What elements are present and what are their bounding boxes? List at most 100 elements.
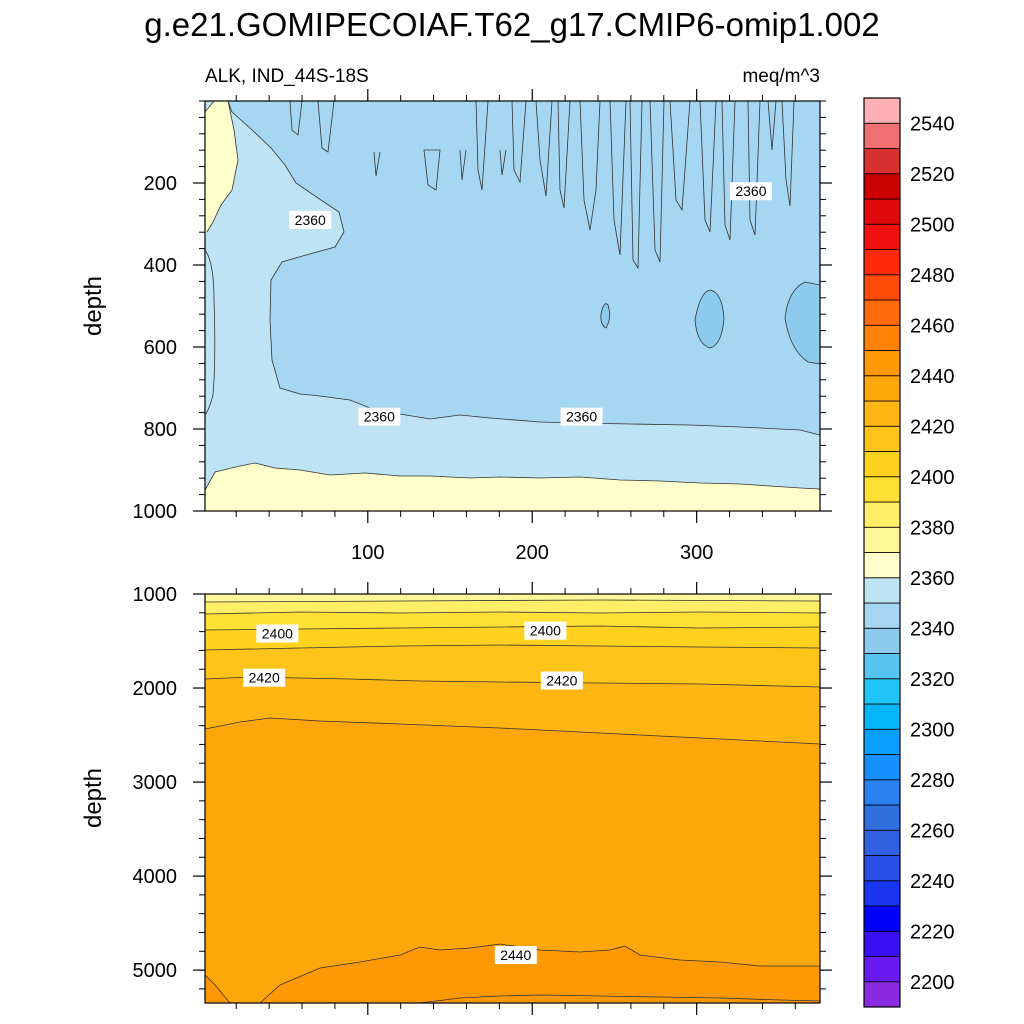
colorbar-bin [863, 930, 901, 957]
contour-label-text: 2360 [295, 212, 326, 228]
top-fill-2350 [228, 101, 820, 435]
contour-label: 2360 [729, 182, 772, 201]
colorbar-bin [863, 223, 901, 250]
colorbar-bin [863, 905, 901, 932]
units-label: meq/m^3 [742, 66, 820, 87]
colorbar-tick-label: 2360 [910, 568, 955, 590]
top-fill-2340-b [785, 282, 820, 364]
contour-label: 2440 [494, 946, 537, 965]
contour-label: 2400 [524, 621, 567, 640]
colorbar-tick-label: 2520 [910, 164, 955, 186]
colorbar-bin [863, 552, 901, 579]
colorbar-tick-label: 2500 [910, 214, 955, 236]
colorbar-bin [863, 476, 901, 503]
chart-title: g.e21.GOMIPECOIAF.T62_g17.CMIP6-omip1.00… [144, 6, 880, 43]
top-contour-lines [204, 100, 821, 491]
y-tick-label: 1000 [133, 501, 178, 523]
colorbar-bin [863, 779, 901, 806]
contour-label-box [358, 407, 401, 426]
colorbar-bin [863, 627, 901, 654]
colorbar-tick-label: 2340 [910, 618, 955, 640]
colorbar-tick-label: 2220 [910, 921, 955, 943]
top-y-axis: 200 400 600 800 1000 [133, 173, 832, 523]
colorbar-tick-label: 2460 [910, 315, 955, 337]
bottom-contour-labels: 2400 2400 2420 2420 2440 [243, 621, 583, 965]
bottom-fill-2450 [205, 944, 820, 1003]
colorbar-tick-label: 2440 [910, 366, 955, 388]
y-tick-label: 3000 [133, 772, 178, 794]
contour-label-text: 2360 [364, 409, 395, 425]
y-tick-label: 5000 [133, 960, 178, 982]
contour-label: 2420 [243, 668, 286, 687]
top-x-axis: 100 200 300 [351, 89, 713, 564]
top-fill-2340-a [695, 290, 724, 348]
colorbar-tick-label: 2240 [910, 871, 955, 893]
contour-label-box [243, 668, 286, 687]
colorbar-bin [863, 829, 901, 856]
colorbar-bin [863, 956, 901, 983]
y-tick-label: 1000 [133, 584, 178, 606]
colorbar-tick-label: 2380 [910, 517, 955, 539]
colorbar-bin [863, 602, 901, 629]
colorbar: 2200 2220 2240 2260 2280 2300 2320 2340 2360 2380… [863, 97, 955, 1008]
top-contour-fills [205, 101, 820, 511]
contour-label-text: 2400 [262, 625, 293, 641]
bottom-x-axis [367, 582, 698, 1015]
contour-label-text: 2360 [566, 409, 597, 425]
x-tick-label: 100 [351, 542, 384, 564]
colorbar-tick-label: 2420 [910, 416, 955, 438]
top-contour-labels: 2360 2360 2360 2360 [289, 182, 772, 426]
colorbar-bin [863, 855, 901, 882]
colorbar-bin [863, 299, 901, 326]
colorbar-tick-label: 2260 [910, 820, 955, 842]
colorbar-bin [863, 122, 901, 149]
bottom-y-axis: 1000 2000 3000 4000 5000 [133, 584, 832, 982]
colorbar-tick-label: 2300 [910, 719, 955, 741]
colorbar-frame [863, 97, 901, 1008]
colorbar-bin [863, 425, 901, 452]
colorbar-bin [863, 400, 901, 427]
top-y-axis-label: depth [80, 276, 107, 336]
colorbar-bin [863, 754, 901, 781]
colorbar-bin [863, 577, 901, 604]
bottom-plot-frame [204, 593, 821, 1004]
colorbar-bin [863, 728, 901, 755]
x-tick-label: 300 [680, 542, 713, 564]
colorbar-tick-label: 2280 [910, 770, 955, 792]
contour-label: 2400 [256, 624, 299, 643]
y-tick-label: 4000 [133, 866, 178, 888]
bottom-contour-fills [205, 594, 820, 1003]
bottom-panel: 2400 2400 2420 2420 2440 1000 2000 3000 4000 500… [80, 582, 832, 1015]
colorbar-bin [863, 375, 901, 402]
top-plot-frame [204, 100, 821, 512]
colorbar-bin [863, 703, 901, 730]
y-tick-label: 400 [144, 255, 177, 277]
top-fill-2370-surface [205, 101, 238, 232]
contour-label-box [289, 210, 332, 229]
variable-label: ALK, IND_44S-18S [205, 66, 369, 87]
top-fill-2370-bottom [205, 463, 820, 511]
colorbar-bin [863, 880, 901, 907]
colorbar-bin [863, 451, 901, 478]
top-fill-2340-c [600, 303, 610, 328]
colorbar-tick-label: 2400 [910, 467, 955, 489]
contour-label-box [729, 182, 772, 201]
contour-label: 2360 [358, 407, 401, 426]
y-tick-label: 600 [144, 337, 177, 359]
colorbar-bin [863, 173, 901, 200]
contour-label: 2420 [540, 671, 583, 690]
colorbar-bin [863, 804, 901, 831]
contour-label-text: 2400 [530, 623, 561, 639]
x-tick-label: 200 [516, 542, 549, 564]
contour-label-box [540, 671, 583, 690]
colorbar-bin [863, 198, 901, 225]
colorbar-bin [863, 350, 901, 377]
colorbar-bin [863, 678, 901, 705]
contour-label-box [560, 407, 603, 426]
y-tick-label: 2000 [133, 678, 178, 700]
colorbar-bin [863, 97, 901, 124]
colorbar-bin [863, 981, 901, 1008]
contour-label-box [524, 621, 567, 640]
colorbar-bin [863, 526, 901, 553]
